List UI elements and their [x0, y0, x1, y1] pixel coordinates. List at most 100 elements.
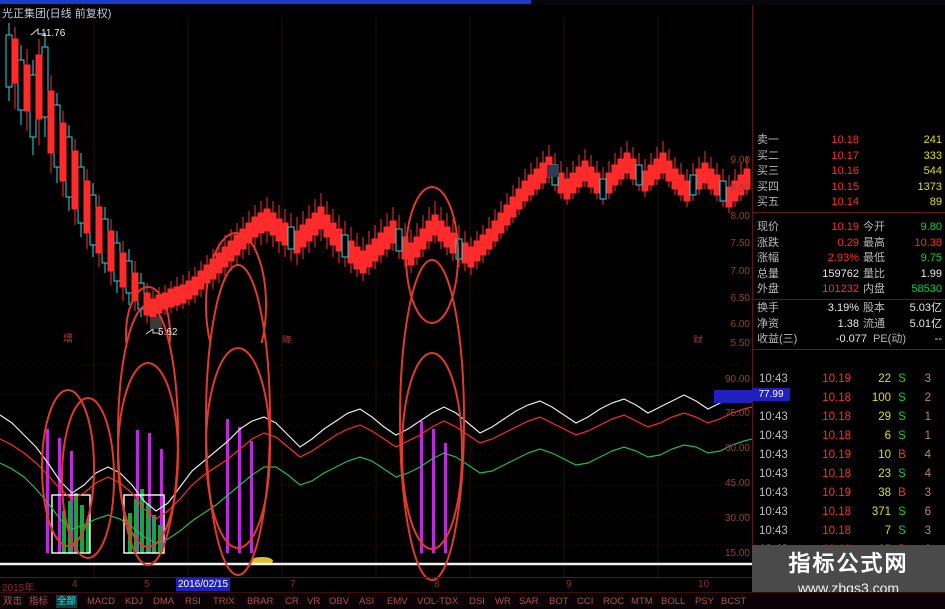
toolbar-item-11[interactable]: OBV [329, 596, 350, 607]
book-volume-4: 89 [929, 196, 942, 209]
stat-row: 外盘 101232 内盘 58530 [753, 282, 945, 298]
stat-label-6: 净资 [757, 317, 779, 330]
tick-count-8: 3 [924, 525, 931, 537]
toolbar-item-18[interactable]: BOT [549, 596, 569, 607]
toolbar-item-10[interactable]: VR [307, 596, 321, 607]
toolbar-item-13[interactable]: EMV [387, 596, 408, 607]
stat-label-2: 涨幅 [757, 252, 779, 265]
tick-volume-6: 38 [878, 487, 891, 499]
toolbar-item-21[interactable]: MTM [631, 596, 653, 607]
toolbar-item-9[interactable]: CR [285, 596, 299, 607]
tick-time-8: 10:43 [759, 525, 788, 537]
tick-price-6: 10.19 [822, 487, 851, 499]
kline-chart-pane[interactable]: 光正集团(日线 前复权) [0, 5, 752, 343]
indicator-chart-pane[interactable] [0, 343, 752, 578]
toolbar-item-12[interactable]: ASI [359, 596, 375, 607]
row-marker-1: 降 [282, 336, 292, 347]
book-row[interactable]: 买三 10.16 544 [753, 164, 945, 180]
toolbar-item-6[interactable]: RSI [185, 596, 201, 607]
tick-volume-3: 6 [884, 430, 891, 442]
row-marker-2: 财 [693, 336, 703, 347]
date-cursor-label: 2016/02/15 [176, 578, 231, 591]
book-row[interactable]: 买四 10.15 1373 [753, 180, 945, 196]
toolbar-item-7[interactable]: TRIX [213, 596, 235, 607]
tick-row[interactable]: 10:43 10.19 10 B 4 [753, 446, 945, 465]
stat-label-5: 换手 [757, 301, 779, 314]
quote-panel[interactable]: 卖一 10.18 241 买二 10.17 333 买三 10.16 544 买… [752, 5, 945, 609]
stat-row: 收益(三) -0.077 PE(动) -- [753, 332, 945, 348]
toolbar-item-2[interactable]: 全部 [56, 595, 78, 608]
toolbar-item-0[interactable]: 双击 [3, 596, 23, 607]
chart-tag-1 [547, 165, 559, 177]
quote-stats[interactable]: 现价 10.19 今开 9.80 涨跌 0.29 最高 10.38 涨幅 2.9… [753, 220, 945, 351]
stat-row: 涨跌 0.29 最高 10.38 [753, 236, 945, 252]
stat-row: 涨幅 2.93% 最低 9.75 [753, 251, 945, 267]
book-row[interactable]: 买二 10.17 333 [753, 149, 945, 165]
kline-canvas[interactable] [0, 5, 752, 343]
stat-label2-4: 内盘 [863, 283, 885, 296]
stat-value-3: 159762 [822, 267, 859, 280]
date-tick-6: 9 [566, 579, 572, 590]
tick-price-5: 10.18 [822, 468, 851, 480]
stat-value-5: 3.19% [827, 301, 859, 314]
toolbar-item-17[interactable]: SAR [519, 596, 539, 607]
tick-row[interactable]: 10:43 10.18 371 S 6 [753, 503, 945, 522]
tick-row[interactable]: 10:43 10.19 22 S 3 [753, 370, 945, 389]
tick-price-8: 10.18 [822, 525, 851, 537]
toolbar-item-20[interactable]: ROC [603, 596, 625, 607]
toolbar-item-16[interactable]: WR [495, 596, 511, 607]
book-volume-3: 1373 [917, 180, 942, 193]
date-tick-5: 8 [434, 579, 440, 590]
toolbar-item-14[interactable]: VOL-TDX [417, 596, 459, 607]
price-tick-0: 9.00 [730, 155, 750, 166]
tick-count-2: 1 [924, 411, 931, 423]
toolbar-item-22[interactable]: BOLL [661, 596, 686, 607]
stat-value-4: 101232 [822, 283, 859, 296]
tick-count-0: 3 [924, 373, 931, 385]
tick-side-3: S [898, 430, 906, 442]
tick-row[interactable]: 10:43 10.18 23 S 4 [753, 465, 945, 484]
indicator-toolbar[interactable]: 双击 指标 全部 MACD KDJ DMA RSI TRIX BRAR CR V… [0, 592, 945, 609]
tick-volume-2: 29 [878, 411, 891, 423]
book-row[interactable]: 买五 10.14 89 [753, 195, 945, 211]
ind-tick-1: 75.00 [724, 408, 750, 419]
stat-label-3: 总量 [757, 267, 779, 280]
tick-row[interactable]: 10:43 10.18 29 S 1 [753, 408, 945, 427]
stat-label2-7: PE(动) [873, 333, 906, 346]
stat-label-7: 收益(三) [757, 333, 798, 346]
toolbar-item-4[interactable]: KDJ [125, 596, 143, 607]
order-book[interactable]: 卖一 10.18 241 买二 10.17 333 买三 10.16 544 买… [753, 133, 945, 214]
toolbar-item-15[interactable]: DSI [469, 596, 485, 607]
toolbar-item-1[interactable]: 指标 [29, 596, 49, 607]
indicator-current-value-badge: 77.99 [752, 388, 790, 401]
stat-label2-1: 最高 [863, 236, 885, 249]
toolbar-item-24[interactable]: BCST [721, 596, 747, 607]
tick-row[interactable]: 10:43 10.19 38 B 3 [753, 484, 945, 503]
toolbar-item-5[interactable]: DMA [153, 596, 175, 607]
toolbar-item-3[interactable]: MACD [87, 596, 115, 607]
toolbar-item-23[interactable]: PSY [695, 596, 715, 607]
tick-side-7: S [898, 506, 906, 518]
stat-label2-2: 最低 [863, 252, 885, 265]
tick-row[interactable]: 10:43 10.18 6 S 1 [753, 427, 945, 446]
stat-row: 现价 10.19 今开 9.80 [753, 220, 945, 236]
ind-tick-0: 90.00 [724, 374, 750, 385]
tick-time-4: 10:43 [759, 449, 788, 461]
stat-row: 换手 3.19% 股本 5.03亿 [753, 301, 945, 317]
book-label-1: 买二 [757, 149, 779, 162]
toolbar-item-8[interactable]: BRAR [247, 596, 274, 607]
tick-row[interactable]: 10:43 10.18 7 S 3 [753, 522, 945, 541]
book-volume-2: 544 [923, 165, 942, 178]
toolbar-item-19[interactable]: CCI [577, 596, 594, 607]
indicator-canvas[interactable] [0, 343, 752, 578]
date-axis[interactable]: 2015年 4 5 6 7 8 9 10 2016/02/15 [0, 578, 752, 594]
date-tick-0: 2015年 [2, 583, 35, 594]
stat-label-1: 涨跌 [757, 236, 779, 249]
stat-label2-5: 股本 [863, 301, 885, 314]
tick-count-7: 6 [924, 506, 931, 518]
book-row[interactable]: 卖一 10.18 241 [753, 133, 945, 149]
tick-volume-5: 23 [878, 468, 891, 480]
book-label-3: 买四 [757, 180, 779, 193]
price-tick-5: 6.50 [730, 293, 750, 304]
tick-count-3: 1 [924, 430, 931, 442]
